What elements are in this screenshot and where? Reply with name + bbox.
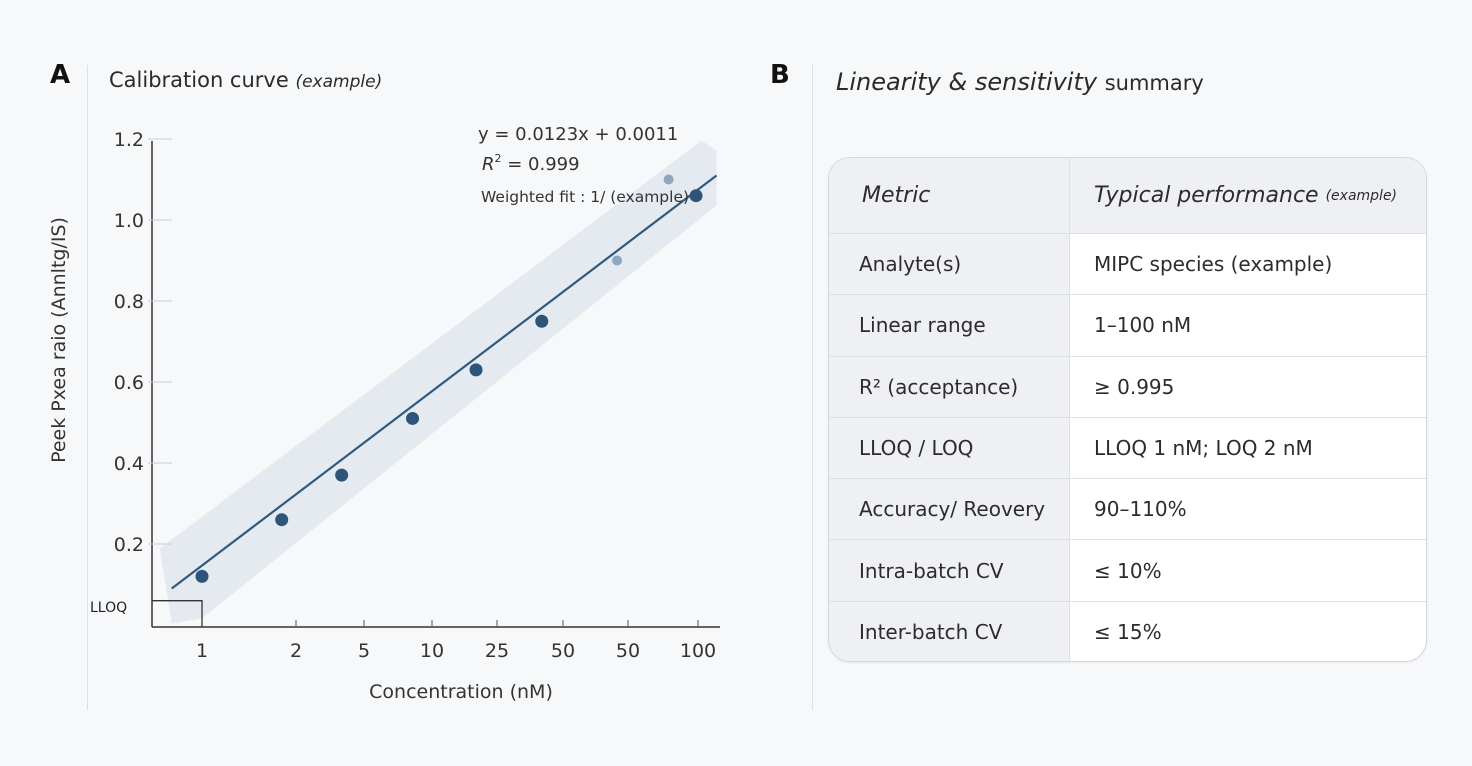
- panel-b-letter: B: [770, 60, 790, 90]
- data-point: [195, 569, 209, 583]
- metric-cell: R² (acceptance): [829, 356, 1070, 417]
- panel-divider: [812, 65, 813, 710]
- x-axis-label: Concentration (nM): [369, 681, 553, 703]
- confidence-band: [159, 140, 717, 624]
- x-tick-label: 100: [680, 640, 716, 662]
- y-tick-label: 0.4: [114, 453, 144, 475]
- x-tick-label: 1: [196, 640, 208, 662]
- r2-sup: 2: [495, 152, 502, 165]
- lloq-marker: [152, 600, 203, 627]
- x-tick-label: 2: [290, 640, 302, 662]
- metric-cell: Analyte(s): [829, 234, 1070, 295]
- header-performance-text: Typical performance: [1094, 183, 1319, 208]
- table-row: Analyte(s) MIPC species (example): [829, 233, 1426, 295]
- y-tick-label: 0.2: [114, 534, 144, 556]
- table-header: Metric Typical performance (example): [829, 158, 1426, 233]
- panel-a-divider: [87, 65, 88, 710]
- y-tick-label: 0.8: [114, 291, 144, 313]
- x-tick-label: 10: [420, 640, 444, 662]
- header-note: (example): [1325, 187, 1398, 204]
- metric-cell: Linear range: [829, 295, 1070, 356]
- metric-cell: LLOQ / LOQ: [829, 417, 1070, 479]
- data-point: [335, 468, 349, 482]
- table-row: Inter-batch CV ≤ 15%: [829, 600, 1426, 661]
- title-rest: summary: [1104, 71, 1204, 95]
- y-tick-label: 0.6: [114, 372, 144, 394]
- panel-a-title: Calibration curve (example): [109, 68, 382, 92]
- x-tick-label: 5: [358, 640, 370, 662]
- r-squared: R2 = 0.999: [482, 152, 580, 175]
- panel-a-letter: A: [50, 60, 71, 90]
- r2-label: R: [482, 154, 495, 175]
- table-row: R² (acceptance) ≥ 0.995: [829, 355, 1426, 417]
- data-point: [663, 174, 674, 185]
- data-point: [275, 513, 289, 527]
- data-point: [612, 255, 623, 266]
- y-tick-label: 1.2: [114, 129, 144, 151]
- lloq-label: LLOQ: [90, 600, 127, 616]
- header-metric: Metric: [829, 158, 1070, 233]
- calibration-chart: 0.20.40.60.81.01.21 2 5 10 25 50 50 100 Peek Px…: [48, 124, 720, 703]
- weighting-note: Weighted fit : 1/ (example): [481, 188, 689, 206]
- value-cell: ≤ 15%: [1094, 619, 1162, 644]
- panel-b-title: Linearity & sensitivity summary: [836, 68, 1204, 96]
- title-text: Calibration curve: [109, 68, 289, 92]
- value-cell: LLOQ 1 nM; LOQ 2 nM: [1094, 436, 1313, 461]
- value-cell: 90–110%: [1094, 497, 1187, 522]
- data-point: [406, 411, 420, 425]
- metric-cell: Accuracy/ Reovery: [829, 479, 1070, 540]
- x-tick-label: 50: [551, 640, 575, 662]
- value-cell: ≥ 0.995: [1094, 374, 1175, 399]
- x-tick-label: 25: [485, 640, 509, 662]
- y-axis-label: Peek Pxea raio (Annltg/IS): [48, 217, 70, 463]
- table-row: Linear range 1–100 nM: [829, 294, 1426, 356]
- title-emphasis: Linearity & sensitivity: [836, 68, 1098, 96]
- summary-table: Metric Typical performance (example) Ana…: [828, 157, 1427, 662]
- fit-equation: y = 0.0123x + 0.0011: [478, 124, 678, 145]
- table-row: Intra-batch CV ≤ 10%: [829, 539, 1426, 601]
- data-point: [689, 189, 703, 203]
- title-note: (example): [295, 72, 383, 92]
- data-point: [469, 363, 483, 377]
- data-point: [535, 314, 549, 328]
- table-row: Accuracy/ Reovery 90–110%: [829, 478, 1426, 540]
- metric-cell: Intra-batch CV: [829, 540, 1070, 601]
- value-cell: ≤ 10%: [1094, 558, 1162, 583]
- table-row: LLOQ / LOQ LLOQ 1 nM; LOQ 2 nM: [829, 416, 1426, 479]
- header-performance: Typical performance (example): [1070, 158, 1426, 233]
- fit-line: [171, 174, 718, 590]
- r2-value: = 0.999: [502, 154, 580, 175]
- metric-cell: Inter-batch CV: [829, 601, 1070, 661]
- x-tick-label: 50: [616, 640, 640, 662]
- y-tick-label: 1.0: [114, 210, 144, 232]
- value-cell: 1–100 nM: [1094, 313, 1192, 338]
- value-cell: MIPC species (example): [1094, 252, 1333, 277]
